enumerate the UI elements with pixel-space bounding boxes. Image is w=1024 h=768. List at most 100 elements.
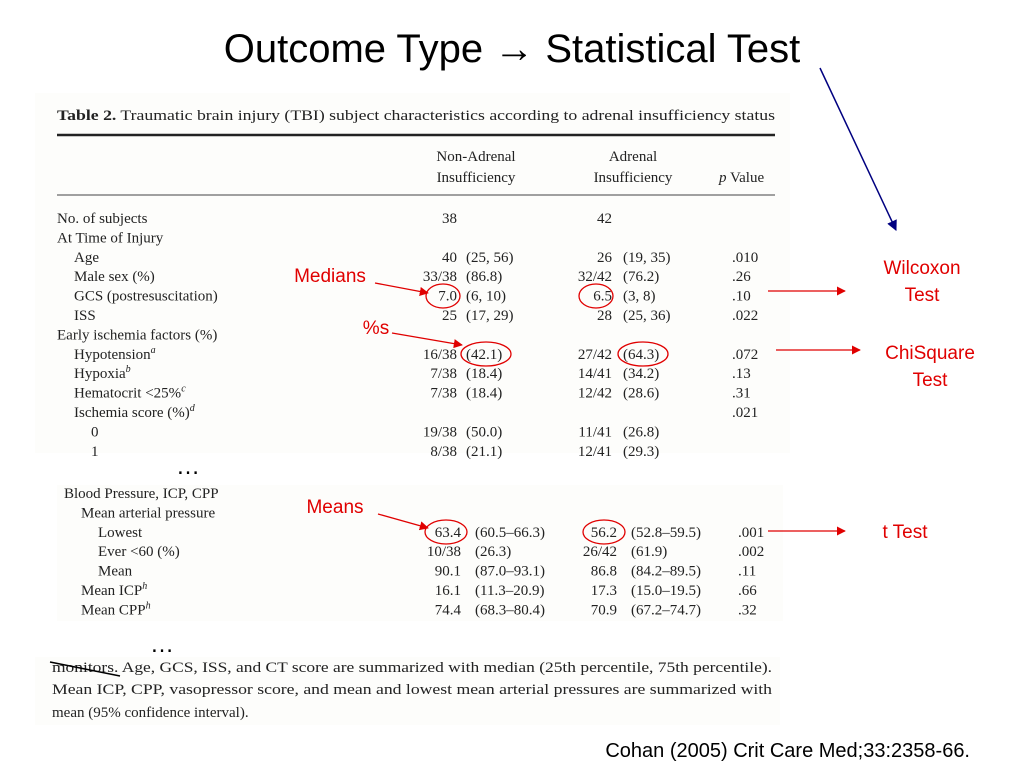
cell: (64.3) <box>623 347 659 363</box>
row-label: Hypotensiona <box>74 345 156 363</box>
cell: (87.0–93.1) <box>475 564 545 580</box>
table-body: No. of subjects 38 42 At Time of Injury Age 4… <box>57 211 758 460</box>
cell: .66 <box>738 583 757 599</box>
cell: .002 <box>738 544 764 560</box>
cell: (52.8–59.5) <box>631 525 701 541</box>
table-body-2: Blood Pressure, ICP, CPP Mean arterial pr… <box>64 486 764 618</box>
row-label: 1 <box>91 444 99 460</box>
cell: .001 <box>738 525 764 541</box>
cell: 42 <box>597 211 612 227</box>
row-label: Early ischemia factors (%) <box>57 327 217 343</box>
header-p: p <box>718 170 727 186</box>
cell: 33/38 <box>423 269 457 285</box>
cell: .32 <box>738 602 757 618</box>
cell: (25, 56) <box>466 250 514 266</box>
circle <box>578 283 614 309</box>
annotation: Medians <box>294 266 366 287</box>
arrow <box>391 332 463 349</box>
cell: .010 <box>732 250 758 266</box>
label: Blood Pressure, ICP, CPP <box>64 486 219 502</box>
cell: (25, 36) <box>623 308 671 324</box>
table-image <box>35 93 790 453</box>
row-label: No. of subjects <box>57 211 148 227</box>
cell: 28 <box>597 308 612 324</box>
label: Hypotension <box>74 347 151 363</box>
cell: 7.0 <box>438 289 457 305</box>
cell: 74.4 <box>435 602 462 618</box>
row-label: GCS (postresuscitation) <box>74 289 218 305</box>
superscript: h <box>146 600 151 611</box>
cell: .11 <box>738 564 756 580</box>
row-label: Blood Pressure, ICP, CPP <box>64 486 219 502</box>
table-image-2 <box>57 485 783 621</box>
label: Lowest <box>98 525 143 541</box>
label: Mean ICP <box>81 583 142 599</box>
label: At Time of Injury <box>57 230 164 246</box>
label: Early ischemia factors (%) <box>57 327 217 343</box>
cell: 16.1 <box>435 583 461 599</box>
cell: 17.3 <box>591 583 617 599</box>
cell: (76.2) <box>623 269 659 285</box>
circle <box>617 341 669 367</box>
cell: (18.4) <box>466 366 502 382</box>
annotation: Test <box>913 370 949 391</box>
cell: .13 <box>732 366 751 382</box>
label: 0 <box>91 424 99 440</box>
annotation: Test <box>905 285 941 306</box>
cell: .10 <box>732 289 751 305</box>
ellipsis: … <box>150 631 174 658</box>
header: Adrenal <box>609 149 657 165</box>
cell: 7/38 <box>430 386 457 402</box>
superscript: a <box>151 345 156 356</box>
header: Insufficiency <box>437 170 516 186</box>
cell: (28.6) <box>623 386 659 402</box>
highlights <box>374 282 861 545</box>
annotation: Wilcoxon <box>883 258 960 279</box>
row-label: Mean <box>98 564 133 580</box>
cell: (61.9) <box>631 544 667 560</box>
cell: (34.2) <box>623 366 659 382</box>
ellipsis: … <box>176 453 200 480</box>
cell: 8/38 <box>430 444 457 460</box>
cell: 70.9 <box>591 602 617 618</box>
table-caption: Table 2. Traumatic brain injury (TBI) su… <box>57 108 775 124</box>
circle <box>582 519 626 545</box>
label: Hypoxia <box>74 366 126 382</box>
cell: (11.3–20.9) <box>475 583 544 599</box>
cell: (21.1) <box>466 444 502 460</box>
label: Male sex (%) <box>74 269 155 285</box>
cell: (86.8) <box>466 269 502 285</box>
annotation: %s <box>363 318 389 339</box>
row-label: Ever <60 (%) <box>98 544 180 560</box>
cell: 86.8 <box>591 564 617 580</box>
cell: (26.3) <box>475 544 511 560</box>
cell: 19/38 <box>423 424 457 440</box>
cell: 63.4 <box>435 525 462 541</box>
cell: .021 <box>732 405 758 421</box>
header: Insufficiency <box>594 170 673 186</box>
cell: 56.2 <box>591 525 617 541</box>
slide-title: Outcome Type → Statistical Test <box>224 27 801 71</box>
cell: 32/42 <box>578 269 612 285</box>
circle <box>460 341 512 367</box>
cell: 25 <box>442 308 457 324</box>
cell: (60.5–66.3) <box>475 525 545 541</box>
footnote-line: Mean ICP, CPP, vasopressor score, and me… <box>52 682 773 698</box>
cell: (18.4) <box>466 386 502 402</box>
cell: (42.1) <box>466 347 502 363</box>
cell: 12/41 <box>578 444 612 460</box>
circle <box>425 283 461 309</box>
cell: .022 <box>732 308 758 324</box>
caption-label: Table 2. <box>57 108 117 124</box>
cell: .26 <box>732 269 751 285</box>
cell: 14/41 <box>578 366 612 382</box>
label: Hematocrit <25% <box>74 386 181 402</box>
label: Mean <box>98 564 133 580</box>
cell: 27/42 <box>578 347 612 363</box>
header-value: Value <box>730 170 764 186</box>
cell: (6, 10) <box>466 289 506 305</box>
cell: (29.3) <box>623 444 659 460</box>
label: Mean CPP <box>81 602 146 618</box>
footnote-image <box>35 657 780 725</box>
label: Mean arterial pressure <box>81 505 215 521</box>
